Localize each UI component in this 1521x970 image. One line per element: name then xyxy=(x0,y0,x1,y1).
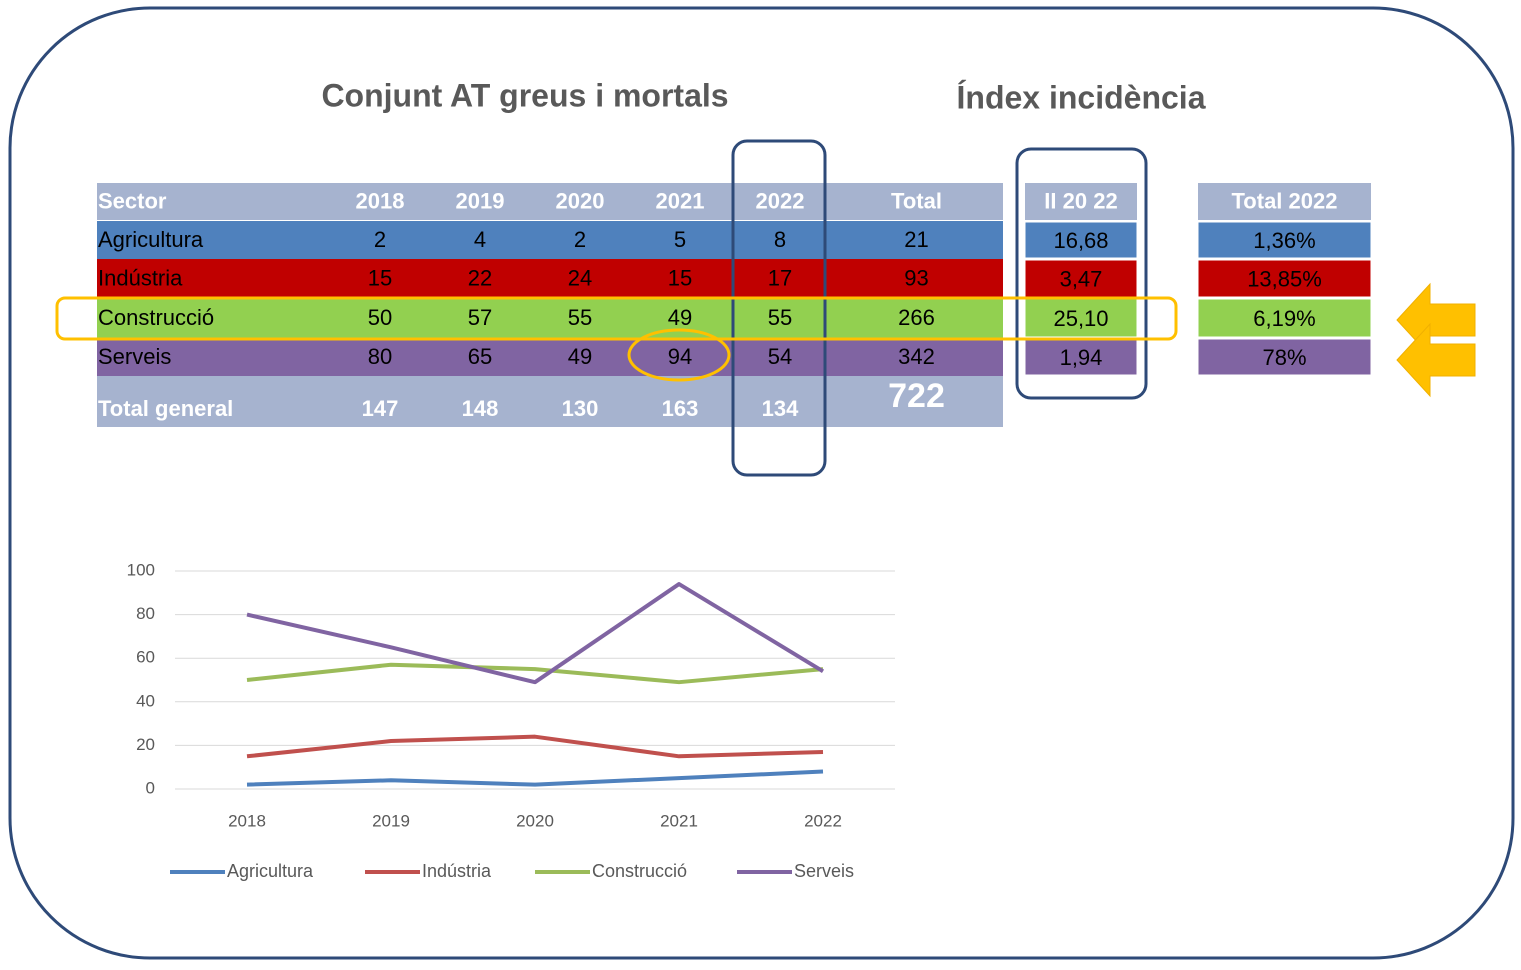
cell-background xyxy=(1024,338,1138,376)
cell-text: 22 xyxy=(468,265,492,290)
y-tick-label: 20 xyxy=(136,735,155,754)
cell-text: 17 xyxy=(768,265,792,290)
legend-label: Indústria xyxy=(422,861,492,881)
header-background xyxy=(1025,183,1137,220)
index-title: Índex incidència xyxy=(957,79,1206,115)
y-tick-label: 40 xyxy=(136,691,155,710)
cell-background xyxy=(1024,298,1138,338)
x-tick-label: 2020 xyxy=(516,811,554,830)
cell-text: 2019 xyxy=(456,188,505,213)
cell-text: 2 xyxy=(374,227,386,252)
cell-text: 15 xyxy=(668,265,692,290)
y-tick-label: 60 xyxy=(136,648,155,667)
cell-background xyxy=(1024,259,1138,298)
cell-text: 148 xyxy=(462,396,499,421)
row-background xyxy=(97,183,1003,220)
cell-text: 147 xyxy=(362,396,399,421)
cell-text: Total general xyxy=(98,396,233,421)
y-tick-label: 100 xyxy=(127,560,155,579)
cell-text: 49 xyxy=(668,305,692,330)
cell-text: 4 xyxy=(474,227,486,252)
index-highlight xyxy=(1015,147,1148,400)
x-tick-label: 2019 xyxy=(372,811,410,830)
table-title: Conjunt AT greus i mortals xyxy=(321,77,728,113)
legend-label: Agricultura xyxy=(227,861,314,881)
row-background xyxy=(97,376,1003,427)
cell-background xyxy=(1197,298,1372,338)
series-line xyxy=(246,769,824,787)
row-background xyxy=(97,221,1003,259)
legend-label: Construcció xyxy=(592,861,687,881)
cell-text: 16,68 xyxy=(1053,228,1108,253)
cell-text: Indústria xyxy=(98,265,183,290)
cell-highlight xyxy=(627,328,731,382)
series-line xyxy=(246,582,825,685)
cell-text: 722 xyxy=(888,377,945,415)
cell-text: 1,94 xyxy=(1060,345,1103,370)
cell-text: 25,10 xyxy=(1053,306,1108,331)
cell-text: Agricultura xyxy=(98,227,204,252)
cell-text: 5 xyxy=(674,227,686,252)
cell-text: 8 xyxy=(774,227,786,252)
cell-text: 2022 xyxy=(756,188,805,213)
header-background xyxy=(1198,183,1371,220)
cell-text: 13,85% xyxy=(1247,266,1322,291)
cell-text: 49 xyxy=(568,344,592,369)
row-highlight xyxy=(55,296,1178,341)
header-text: Total 2022 xyxy=(1232,188,1338,213)
cell-background xyxy=(1197,259,1372,298)
cell-text: 2018 xyxy=(356,188,405,213)
tables: Sector 2018 2019 2020 2021 2022 Total Agricultu… xyxy=(97,183,1372,427)
cell-text: Construcció xyxy=(98,305,214,330)
x-tick-label: 2018 xyxy=(228,811,266,830)
cell-text: 21 xyxy=(904,227,928,252)
cell-text: 55 xyxy=(768,305,792,330)
cell-text: Total xyxy=(891,188,942,213)
cell-text: Sector xyxy=(98,188,167,213)
cell-text: 54 xyxy=(768,344,792,369)
cell-background xyxy=(1197,338,1372,376)
cell-text: 55 xyxy=(568,305,592,330)
highlights xyxy=(55,139,1476,477)
cell-text: 15 xyxy=(368,265,392,290)
cell-text: 163 xyxy=(662,396,699,421)
header-text: II 20 22 xyxy=(1044,188,1117,213)
column-highlight xyxy=(731,139,827,477)
cell-text: 130 xyxy=(562,396,599,421)
y-tick-label: 0 xyxy=(146,778,155,797)
x-tick-label: 2021 xyxy=(660,811,698,830)
cell-text: 266 xyxy=(898,305,935,330)
cell-text: 57 xyxy=(468,305,492,330)
line-chart: 0 20 40 60 80 100 2018 2019 2020 2021 2022 Agricult… xyxy=(127,560,895,881)
cell-text: 65 xyxy=(468,344,492,369)
cell-text: Serveis xyxy=(98,344,171,369)
legend-label: Serveis xyxy=(794,861,854,881)
x-tick-label: 2022 xyxy=(804,811,842,830)
cell-text: 1,36% xyxy=(1253,228,1315,253)
cell-text: 3,47 xyxy=(1060,266,1103,291)
cell-background xyxy=(1024,221,1138,259)
cell-background xyxy=(1197,221,1372,259)
cell-text: 134 xyxy=(762,396,799,421)
row-background xyxy=(97,298,1003,338)
cell-text: 2020 xyxy=(556,188,605,213)
cell-text: 342 xyxy=(898,344,935,369)
series-line xyxy=(246,734,824,759)
cell-text: 2021 xyxy=(656,188,705,213)
row-background xyxy=(97,338,1003,376)
cell-text: 94 xyxy=(668,344,692,369)
arrow xyxy=(1396,322,1476,398)
cell-text: 78% xyxy=(1262,345,1306,370)
y-tick-label: 80 xyxy=(136,604,155,623)
cell-text: 93 xyxy=(904,265,928,290)
row-background xyxy=(97,259,1003,298)
cell-text: 80 xyxy=(368,344,392,369)
cell-text: 24 xyxy=(568,265,592,290)
cell-text: 2 xyxy=(574,227,586,252)
series-line xyxy=(246,662,824,685)
cell-text: 6,19% xyxy=(1253,306,1315,331)
cell-text: 50 xyxy=(368,305,392,330)
